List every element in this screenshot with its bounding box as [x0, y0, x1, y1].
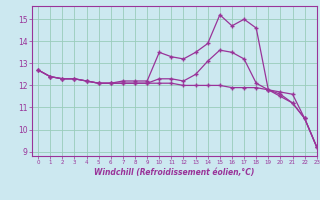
X-axis label: Windchill (Refroidissement éolien,°C): Windchill (Refroidissement éolien,°C) [94, 168, 255, 177]
